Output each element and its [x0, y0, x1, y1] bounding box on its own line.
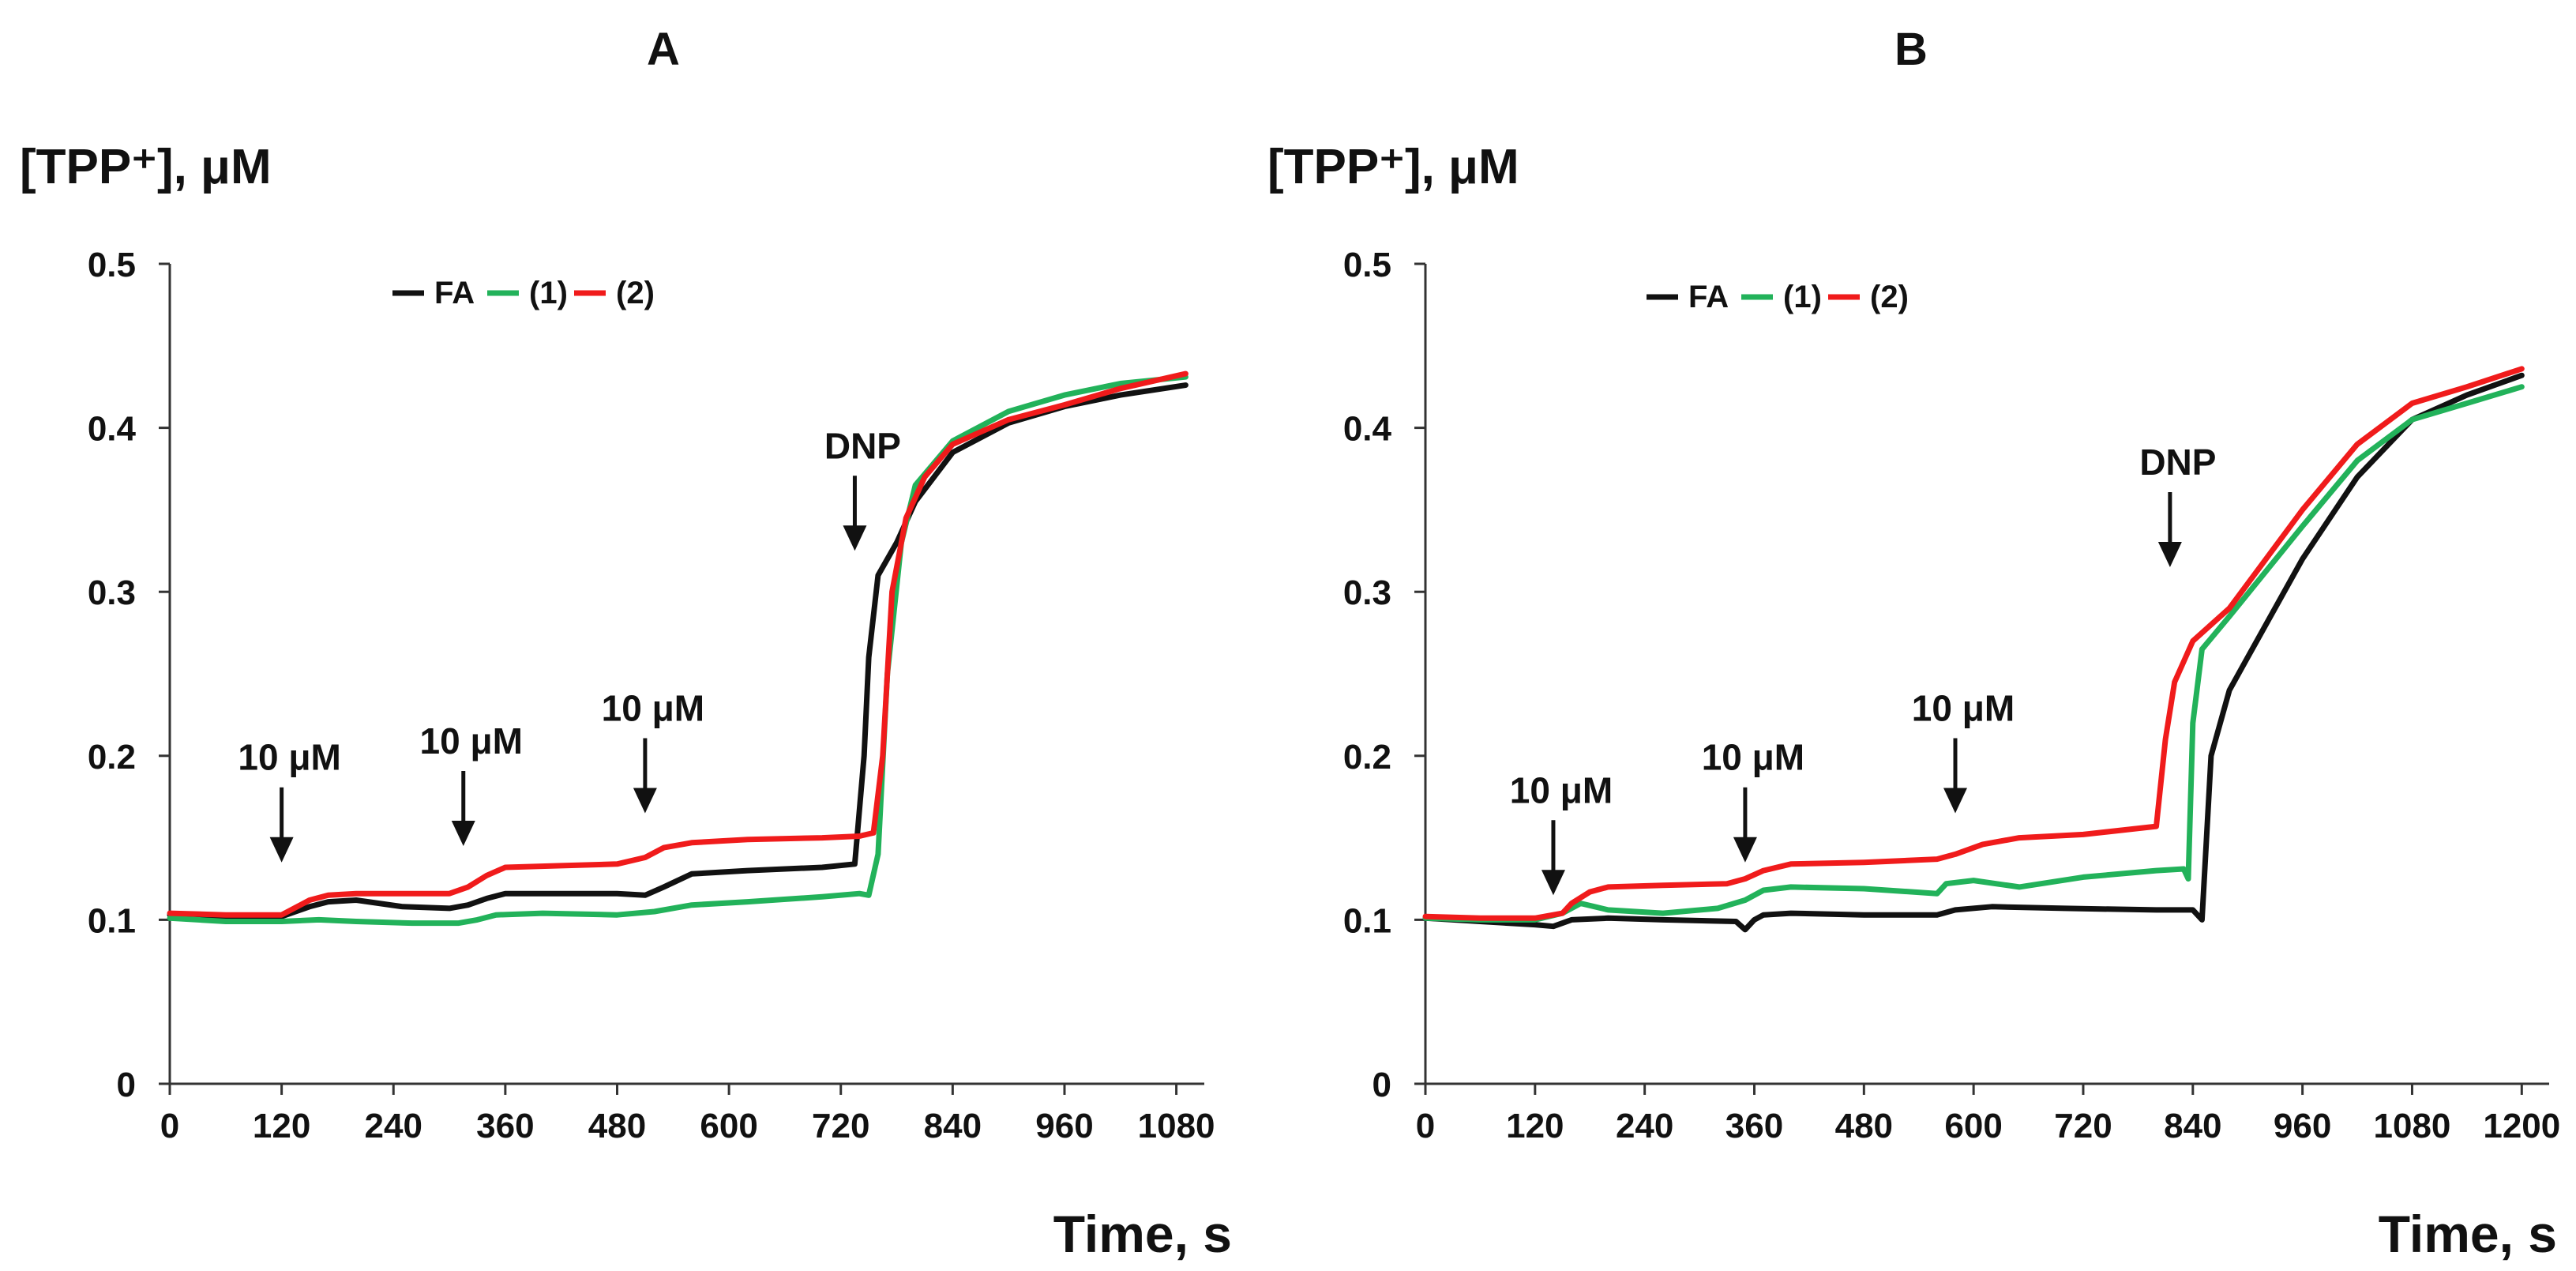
panel-b-legend: FA (1) (2)	[1647, 280, 1909, 314]
panel-b-annotation-label: 10 μM	[1510, 769, 1613, 810]
panel-a-legend-label-2: (2)	[616, 276, 655, 310]
panel-a-y-axis-title: [TPP⁺], μM	[20, 140, 272, 194]
panel-a-x-tick-label: 240	[365, 1107, 422, 1145]
panel-a-y-tick-label: 0	[117, 1066, 136, 1104]
panel-b-series-1	[1422, 384, 2525, 923]
panel-a-x-axis-title: Time, s	[1053, 1205, 1232, 1263]
panel-a-y-tick-label: 0.1	[88, 901, 136, 940]
panel-b-y-tick-label: 0	[1372, 1066, 1391, 1104]
panel-a-y-tick-label: 0.2	[88, 738, 136, 777]
panel-a-label: A	[647, 24, 680, 75]
panel-b-x-tick-label: 360	[1725, 1107, 1783, 1145]
panel-b-x-tick-label: 120	[1506, 1107, 1564, 1145]
panel-a-plot: 0 0.1 0.2 0.3 0.4 0.5 0 120 240 360 480 600 720 840 96…	[88, 246, 1215, 1145]
panel-a-y-tick-label: 0.5	[88, 246, 136, 284]
panel-b-series-fa	[1422, 372, 2525, 933]
panel-b-legend-label-fa: FA	[1688, 280, 1729, 314]
panel-b-annotation-arrow-head	[1541, 870, 1565, 896]
panel-a-annotation-label: DNP	[824, 425, 901, 466]
panel-a-y-tick-label: 0.4	[88, 410, 137, 449]
panel-b-x-axis-title: Time, s	[2379, 1205, 2557, 1263]
panel-a-series-1	[167, 374, 1188, 927]
panel-a-x-tick-label: 960	[1035, 1107, 1093, 1145]
panel-a-x-tick-label: 120	[253, 1107, 310, 1145]
panel-a-annotation-label: 10 μM	[602, 687, 704, 728]
panel-b-y-tick-label: 0.3	[1343, 573, 1391, 612]
panel-b-annotation-label: DNP	[2139, 442, 2216, 483]
panel-a-annotation-label: 10 μM	[420, 720, 523, 761]
panel-b-y-axis-title: [TPP⁺], μM	[1267, 140, 1519, 194]
panel-a-series-2	[167, 370, 1188, 918]
panel-a-x-tick-label: 600	[700, 1107, 757, 1145]
panel-b-series-2	[1422, 366, 2525, 921]
panel-b-x-tick-label: 960	[2274, 1107, 2331, 1145]
panel-a: A [TPP⁺], μM Time, s FA (1) (2) 00.10.20…	[20, 24, 1232, 1263]
panel-b-label: B	[1894, 24, 1928, 75]
panel-a-x-tick-label: 480	[588, 1107, 646, 1145]
panel-b-x-tick-label: 1200	[2483, 1107, 2560, 1145]
panel-b-x-tick-label: 240	[1616, 1107, 1673, 1145]
panel-a-annotation-label: 10 μM	[238, 737, 340, 778]
panel-b-x-tick-label: 600	[1944, 1107, 2002, 1145]
panel-b-x-tick-label: 720	[2054, 1107, 2112, 1145]
panel-b-x-tick-label: 0	[1416, 1107, 1435, 1145]
panel-b-y-tick-label: 0.4	[1343, 410, 1392, 449]
panel-b-y-tick-label: 0.5	[1343, 246, 1391, 284]
panel-a-x-tick-label: 1080	[1138, 1107, 1215, 1145]
panel-b-annotation-label: 10 μM	[1912, 687, 2015, 728]
panel-b-annotation-arrow-head	[1733, 837, 1757, 863]
panel-a-legend-label-1: (1)	[529, 276, 568, 310]
panel-b-legend-label-1: (1)	[1783, 280, 1822, 314]
panel-b-annotation-label: 10 μM	[1702, 737, 1804, 778]
panel-b-y-tick-label: 0.2	[1343, 738, 1391, 777]
panel-a-series-fa	[167, 382, 1188, 919]
panel-a-legend: FA (1) (2)	[392, 276, 655, 310]
panel-a-annotation-arrow-head	[269, 837, 294, 863]
panel-b-legend-label-2: (2)	[1870, 280, 1909, 314]
panel-a-annotation-arrow-head	[843, 525, 867, 551]
panel-b: B [TPP⁺], μM Time, s FA (1) (2) 00.10.20…	[1267, 24, 2560, 1263]
panel-b-x-tick-label: 480	[1835, 1107, 1893, 1145]
panel-a-x-tick-label: 840	[924, 1107, 982, 1145]
panel-a-legend-label-fa: FA	[434, 276, 475, 310]
panel-b-x-tick-label: 840	[2164, 1107, 2221, 1145]
panel-a-x-tick-label: 360	[476, 1107, 534, 1145]
panel-b-annotation-arrow-head	[1943, 788, 1968, 814]
panel-b-annotation-arrow-head	[2157, 542, 2182, 568]
panel-b-y-tick-label: 0.1	[1343, 901, 1391, 940]
panel-a-x-tick-label: 720	[812, 1107, 869, 1145]
panel-a-y-tick-label: 0.3	[88, 573, 136, 612]
panel-b-plot: 0 0.1 0.2 0.3 0.4 0.5 0 120 240 360 480 600 720 840 96…	[1343, 246, 2560, 1145]
panel-b-x-tick-label: 1080	[2374, 1107, 2451, 1145]
panel-a-annotation-arrow-head	[451, 820, 475, 846]
panel-a-x-tick-label: 0	[160, 1107, 179, 1145]
panel-a-annotation-arrow-head	[633, 788, 657, 814]
